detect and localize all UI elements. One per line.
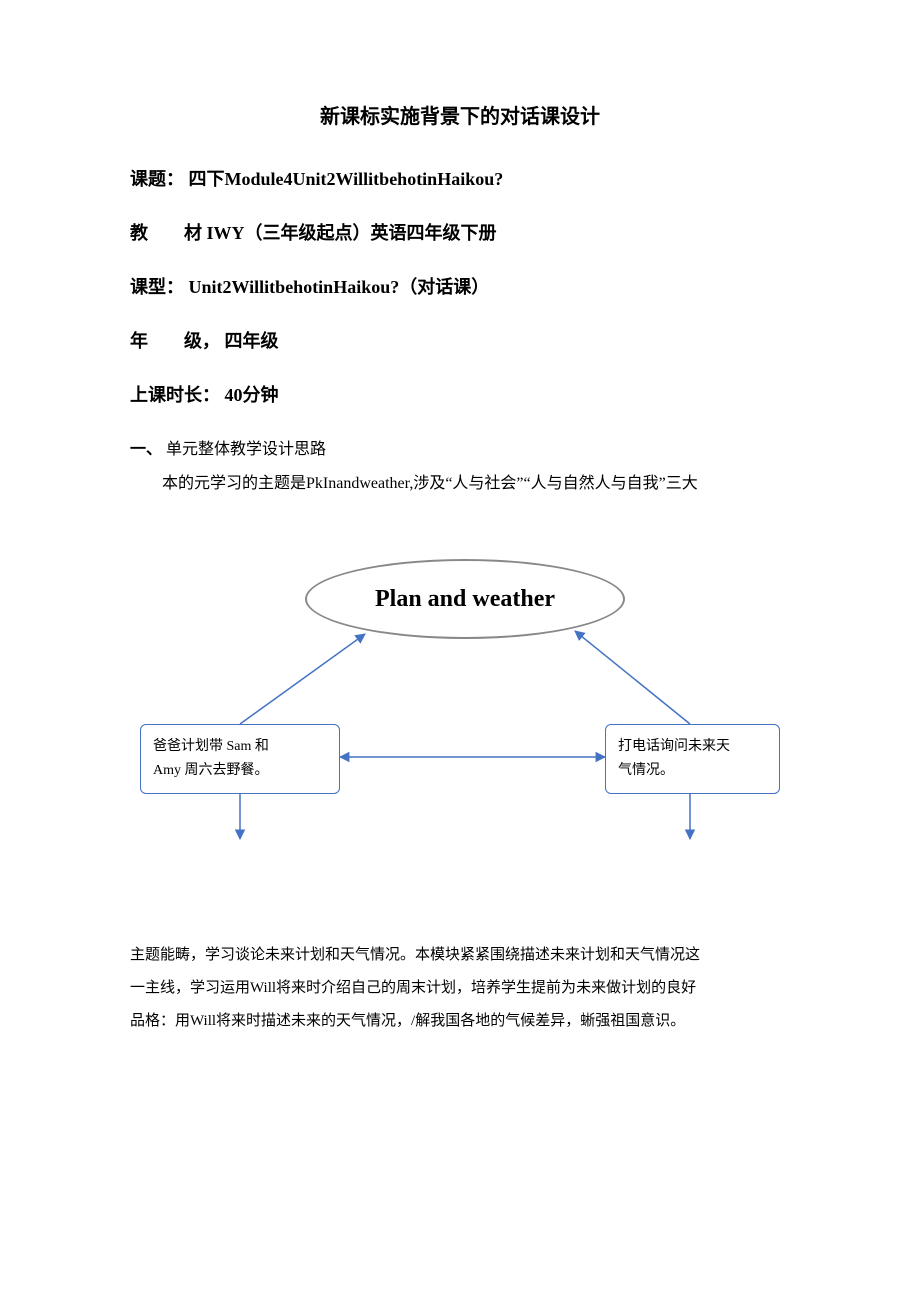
section1-header: 一、 单元整体教学设计思路 [130, 435, 790, 459]
para2-line2: 一主线，学习运用Will将来时介绍自己的周末计划，培养学生提前为未来做计划的良好 [130, 972, 790, 1005]
node-right: 打电话询问未来天 气情况。 [605, 724, 780, 794]
meta-material-label: 教 材 [130, 223, 202, 243]
node-left-line2: Amy 周六去野餐。 [153, 759, 327, 783]
meta-duration: 上课时长： 40分钟 [130, 381, 790, 407]
meta-topic-label: 课题： [130, 169, 184, 189]
doc-title: 新课标实施背景下的对话课设计 [130, 100, 790, 129]
meta-type-label: 课型： [130, 277, 184, 297]
para2-line1: 主题能畴，学习谈论未来计划和天气情况。本模块紧紧围绕描述未来计划和天气情况这 [130, 939, 790, 972]
node-right-line2: 气情况。 [618, 759, 767, 783]
node-left: 爸爸计划带 Sam 和 Amy 周六去野餐。 [140, 724, 340, 794]
meta-duration-label: 上课时长： [130, 385, 220, 405]
section1-intro: 本的元学习的主题是PkInandweather,涉及“人与社会”“人与自然人与自… [130, 469, 790, 499]
meta-grade: 年 级， 四年级 [130, 327, 790, 353]
section1-number: 一、 [130, 441, 162, 458]
meta-duration-value: 40分钟 [225, 385, 279, 405]
meta-material-value: IWY（三年级起点）英语四年级下册 [207, 223, 497, 243]
meta-topic: 课题： 四下Module4Unit2WillitbehotinHaikou? [130, 165, 790, 191]
meta-grade-label: 年 级， [130, 331, 220, 351]
meta-type-value: Unit2WillitbehotinHaikou?（对话课） [189, 277, 490, 297]
node-right-line1: 打电话询问未来天 [618, 735, 767, 759]
meta-material: 教 材 IWY（三年级起点）英语四年级下册 [130, 219, 790, 245]
node-left-line1: 爸爸计划带 Sam 和 [153, 735, 327, 759]
flowchart-diagram: Plan and weather 爸爸计划带 Sam 和 Amy 周六去野餐。 … [130, 559, 790, 859]
section1-title: 单元整体教学设计思路 [166, 441, 326, 458]
paragraph-2: 主题能畴，学习谈论未来计划和天气情况。本模块紧紧围绕描述未来计划和天气情况这 一… [130, 939, 790, 1038]
node-center: Plan and weather [305, 559, 625, 639]
para2-line3: 品格：用Will将来时描述未来的天气情况，/解我国各地的气候差异，蜥强祖国意识。 [130, 1005, 790, 1038]
node-center-text: Plan and weather [375, 586, 555, 613]
meta-grade-value: 四年级 [225, 331, 279, 351]
meta-type: 课型： Unit2WillitbehotinHaikou?（对话课） [130, 273, 790, 299]
meta-topic-value: 四下Module4Unit2WillitbehotinHaikou? [189, 169, 504, 189]
